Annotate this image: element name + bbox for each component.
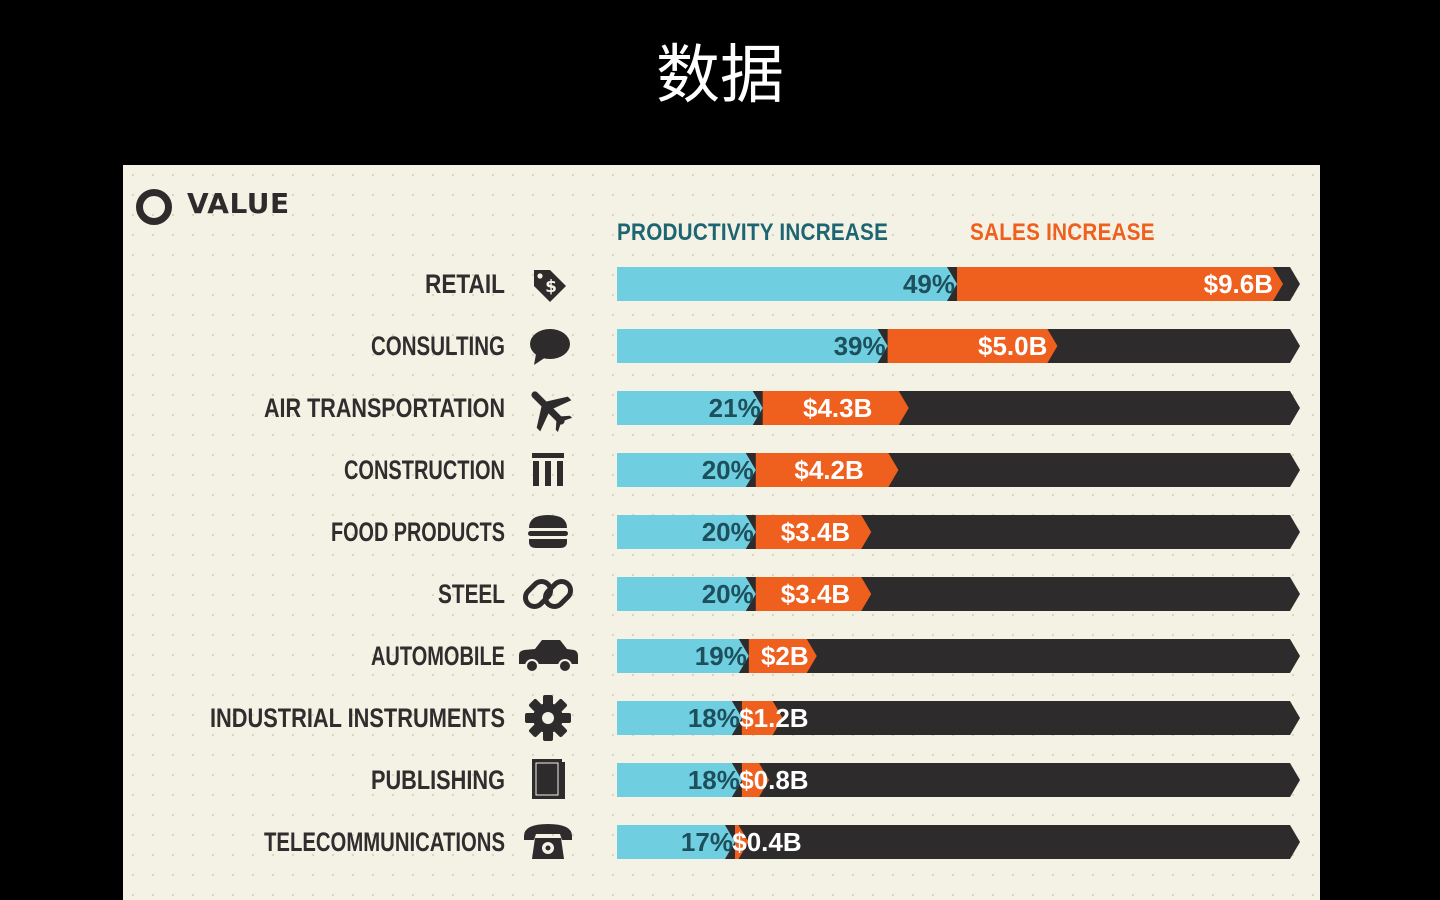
bar-productivity-increase [617, 763, 742, 797]
category-label: AIR TRANSPORTATION [264, 393, 505, 423]
sales-value-label: $0.8B [739, 765, 808, 795]
bar-sales-increase [741, 701, 783, 735]
productivity-value-label: 19% [695, 641, 747, 671]
book-icon [532, 759, 565, 799]
bar-track [617, 701, 1300, 735]
sales-value-label: $0.4B [732, 827, 801, 857]
bar-row: PUBLISHING 18% $0.8B [371, 759, 1300, 799]
bar-sales-increase [748, 639, 817, 673]
value-circle-icon [136, 189, 172, 225]
productivity-value-label: 20% [702, 579, 754, 609]
bar-row: AUTOMOBILE 19% $2B [371, 639, 1300, 673]
bar-sales-increase [887, 329, 1058, 363]
sales-value-label: $1.2B [739, 703, 808, 733]
chain-link-icon [522, 578, 574, 610]
productivity-value-label: 18% [688, 765, 740, 795]
bar-productivity-increase [617, 639, 749, 673]
category-label: INDUSTRIAL INSTRUMENTS [210, 703, 505, 733]
category-label: CONSTRUCTION [344, 455, 505, 485]
bar-row: INDUSTRIAL INSTRUMENTS 18% $1.2B [210, 695, 1300, 741]
bar-productivity-increase [617, 825, 735, 859]
slide-title: 数据 [656, 39, 784, 113]
category-label: TELECOMMUNICATIONS [264, 827, 505, 857]
bar-productivity-increase [617, 577, 756, 611]
building-columns-icon [532, 453, 564, 486]
gear-icon [525, 695, 571, 741]
productivity-value-label: 18% [688, 703, 740, 733]
bar-row: CONSULTING 39% $5.0B [371, 329, 1300, 365]
category-label: PUBLISHING [371, 765, 505, 795]
bar-sales-increase [957, 267, 1283, 301]
sales-value-label: $2B [761, 641, 809, 671]
productivity-value-label: 49% [903, 269, 955, 299]
bar-sales-increase [734, 825, 749, 859]
burger-icon [528, 515, 568, 548]
bar-productivity-increase [617, 515, 756, 549]
sales-value-label: $5.0B [978, 331, 1047, 361]
productivity-value-label: 21% [709, 393, 761, 423]
bar-track [617, 763, 1300, 797]
bar-productivity-increase [617, 267, 957, 301]
bar-sales-increase [755, 515, 872, 549]
legend-productivity-increase: PRODUCTIVITY INCREASE [617, 219, 889, 246]
chart-panel: VALUE PRODUCTIVITY INCREASE SALES INCREA… [123, 165, 1320, 900]
bar-sales-increase [762, 391, 909, 425]
sales-value-label: $4.3B [803, 393, 872, 423]
bar-productivity-increase [617, 453, 756, 487]
category-label: STEEL [438, 579, 505, 609]
sales-value-label: $4.2B [794, 455, 863, 485]
bar-track [617, 825, 1300, 859]
productivity-value-label: 39% [834, 331, 886, 361]
bar-sales-increase [755, 577, 872, 611]
bar-productivity-increase [617, 329, 888, 363]
productivity-value-label: 20% [702, 455, 754, 485]
telephone-icon [524, 824, 572, 859]
category-label: RETAIL [425, 269, 505, 299]
bar-chart: RETAIL $49% $9.6B CONSULTING 39% $5.0B AIR TRA… [210, 267, 1300, 859]
sales-value-label: $9.6B [1204, 269, 1273, 299]
airplane-icon [531, 391, 573, 433]
sales-value-label: $3.4B [781, 579, 850, 609]
speech-bubble-icon [530, 329, 570, 365]
productivity-value-label: 17% [681, 827, 733, 857]
bar-row: TELECOMMUNICATIONS 17% $0.4B [264, 824, 1300, 859]
svg-text:$: $ [545, 277, 557, 297]
sales-value-label: $3.4B [781, 517, 850, 547]
bar-row: CONSTRUCTION 20% $4.2B [344, 453, 1300, 487]
car-icon [519, 640, 578, 673]
price-tag-icon: $ [534, 270, 566, 302]
bar-sales-increase [755, 453, 899, 487]
legend-sales-increase: SALES INCREASE [970, 219, 1155, 246]
bar-row: AIR TRANSPORTATION 21% $4.3B [264, 391, 1300, 433]
category-label: FOOD PRODUCTS [331, 517, 505, 547]
category-label: CONSULTING [371, 331, 505, 361]
bar-productivity-increase [617, 701, 742, 735]
bar-sales-increase [741, 763, 770, 797]
bar-row: FOOD PRODUCTS 20% $3.4B [331, 515, 1300, 549]
chart-title: VALUE [187, 187, 290, 220]
bar-row: RETAIL $49% $9.6B [425, 267, 1300, 302]
bar-row: STEEL 20% $3.4B [438, 577, 1300, 611]
category-label: AUTOMOBILE [371, 641, 505, 671]
bar-productivity-increase [617, 391, 763, 425]
productivity-value-label: 20% [702, 517, 754, 547]
